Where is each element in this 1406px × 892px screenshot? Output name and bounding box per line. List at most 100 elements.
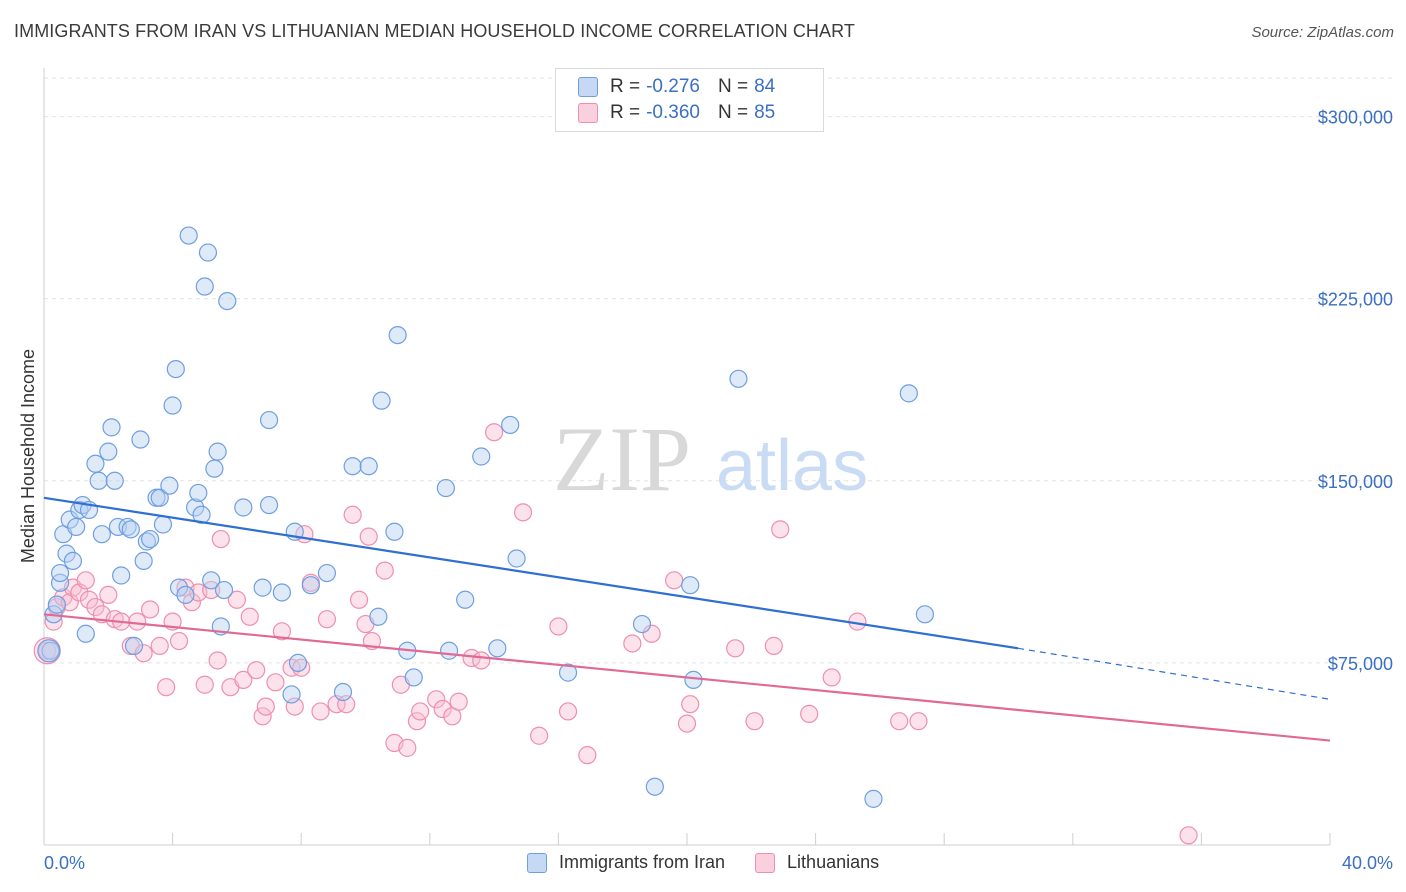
watermark-zip: ZIP — [553, 408, 691, 510]
point-lithuanians — [359, 527, 378, 546]
point-lithuanians — [665, 571, 684, 590]
point-lithuanians — [292, 658, 311, 677]
legend-item-iran[interactable]: Immigrants from Iran — [527, 852, 725, 873]
point-lithuanians — [485, 423, 504, 442]
point-lithuanians — [909, 712, 928, 731]
point-iran — [137, 532, 156, 551]
point-iran — [214, 580, 234, 600]
point-lithuanians — [169, 631, 189, 651]
point-lithuanians — [890, 712, 909, 731]
point-iran — [131, 430, 150, 449]
point-lithuanians — [1179, 826, 1198, 845]
point-lithuanians — [195, 675, 214, 694]
point-lithuanians — [266, 673, 285, 692]
point-iran — [86, 454, 105, 473]
point-iran — [179, 226, 198, 245]
point-iran — [507, 549, 526, 568]
point-iran — [205, 459, 224, 478]
point-iran — [218, 292, 237, 311]
chart-title: IMMIGRANTS FROM IRAN VS LITHUANIAN MEDIA… — [14, 21, 856, 41]
r-label: R = — [610, 102, 641, 123]
point-iran — [63, 551, 83, 571]
point-lithuanians — [513, 503, 533, 522]
grid-lines — [44, 77, 1392, 664]
y-tick-label: $75,000 — [1328, 654, 1393, 674]
legend-item-lithuanians[interactable]: Lithuanians — [755, 852, 879, 873]
watermark-atlas: atlas — [716, 426, 868, 506]
point-iran — [681, 576, 700, 595]
point-iran — [472, 447, 491, 466]
point-lithuanians — [128, 612, 147, 631]
point-iran — [60, 510, 79, 529]
point-lithuanians — [256, 697, 275, 716]
point-iran — [388, 325, 407, 345]
series-lithuanians — [33, 423, 1198, 845]
point-lithuanians — [578, 746, 597, 765]
point-iran — [456, 590, 475, 609]
point-lithuanians — [375, 561, 394, 580]
point-lithuanians — [449, 692, 468, 711]
point-lithuanians — [211, 529, 230, 549]
x-tick-label-max: 40.0% — [1342, 853, 1393, 873]
point-lithuanians — [549, 617, 568, 636]
axes — [43, 68, 1331, 846]
point-lithuanians — [76, 571, 95, 590]
point-lithuanians — [272, 622, 292, 641]
series-legend: Immigrants from Iran Lithuanians — [527, 852, 909, 873]
point-lithuanians — [745, 712, 764, 731]
point-lithuanians — [140, 600, 160, 619]
point-lithuanians — [79, 590, 99, 609]
point-iran — [76, 624, 95, 643]
point-iran — [112, 566, 131, 585]
point-iran — [259, 495, 279, 515]
point-iran — [140, 529, 160, 549]
point-iran — [57, 544, 76, 563]
legend-swatch-pink — [578, 103, 598, 123]
point-lithuanians — [677, 714, 697, 733]
point-iran — [369, 607, 388, 626]
point-lithuanians — [349, 590, 369, 609]
point-iran — [288, 653, 308, 672]
point-iran — [558, 663, 578, 682]
point-iran — [385, 522, 404, 541]
legend-swatch-blue — [527, 852, 547, 873]
point-iran — [272, 583, 292, 602]
point-iran — [729, 369, 748, 388]
point-iran — [105, 471, 124, 490]
legend-row-lithuanians: R = -0.360 N = 85 — [578, 101, 775, 125]
point-lithuanians — [234, 670, 253, 689]
point-lithuanians — [771, 520, 790, 539]
trend-lines — [43, 496, 1331, 742]
legend-swatch-blue — [578, 77, 598, 97]
point-iran — [488, 639, 507, 658]
point-iran — [208, 442, 227, 461]
point-iran — [153, 515, 173, 534]
point-iran — [124, 636, 144, 655]
point-iran — [253, 578, 272, 597]
point-iran — [169, 578, 189, 597]
point-iran — [234, 498, 253, 517]
y-tick-label: $300,000 — [1318, 108, 1393, 128]
point-iran — [436, 478, 455, 498]
point-lithuanians — [253, 707, 272, 726]
point-lithuanians — [247, 661, 266, 680]
y-tick-label: $150,000 — [1318, 472, 1393, 492]
point-iran — [67, 517, 86, 537]
y-axis-label: Median Household Income — [18, 349, 38, 563]
point-iran — [317, 563, 337, 583]
trend-line-lithuanians — [43, 613, 1331, 742]
legend-label-iran: Immigrants from Iran — [559, 852, 726, 872]
n-label: N = — [717, 102, 749, 123]
point-lithuanians — [822, 668, 841, 687]
point-lithuanians — [182, 593, 201, 612]
point-lithuanians — [726, 639, 745, 658]
point-lithuanians — [530, 726, 549, 745]
trend-line-iran — [43, 496, 1019, 650]
point-iran — [645, 777, 664, 796]
point-iran — [70, 500, 89, 520]
point-iran — [864, 789, 883, 808]
point-iran — [899, 384, 918, 403]
point-lithuanians — [227, 590, 246, 609]
point-iran — [150, 488, 169, 507]
